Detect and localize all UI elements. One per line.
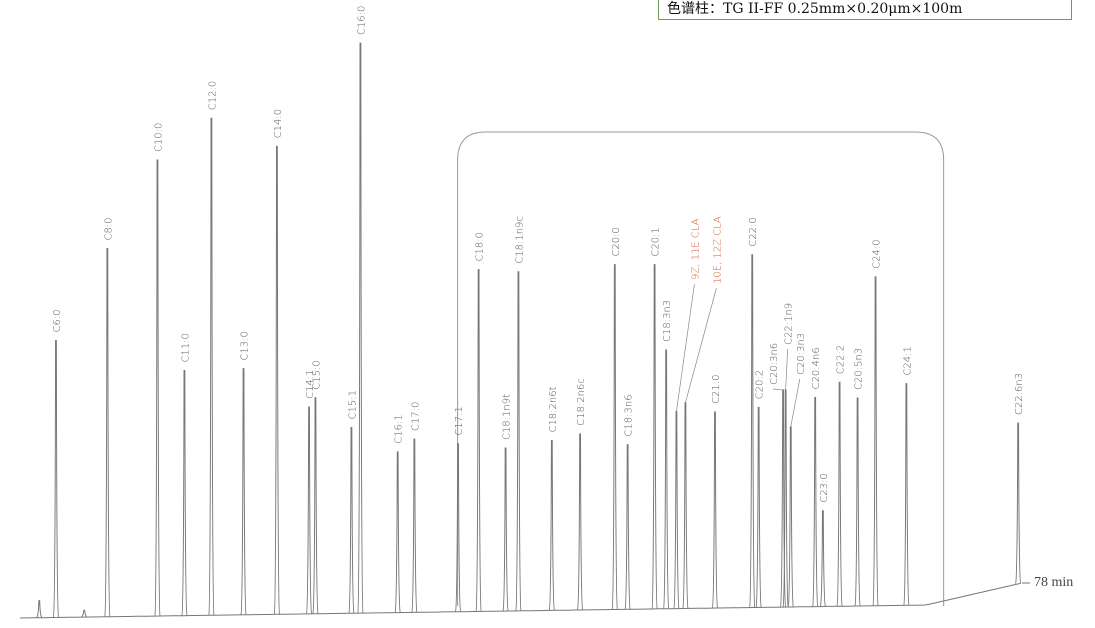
peak-label: C24:0 [872, 239, 883, 268]
leader-line [773, 388, 784, 391]
peak-label: C18:2n6c [576, 378, 587, 426]
peak [502, 447, 509, 612]
peak-label: 9Z, 11E CLA [690, 218, 701, 280]
peak [36, 600, 43, 619]
peak [577, 433, 584, 611]
peak [854, 397, 861, 607]
peak-label: C20:4n6 [811, 347, 822, 389]
peak [872, 276, 879, 607]
peak-label: C17:1 [454, 406, 465, 435]
peak-label: C18:1n9c [514, 216, 525, 264]
peak-label: C22:1n9 [784, 303, 795, 345]
peak-label: C18:1n9t [502, 394, 513, 440]
peak-label: C18:3n3 [662, 300, 673, 342]
peak [357, 42, 364, 614]
end-time-label: 78 min [1034, 575, 1074, 590]
peak-label: 10E, 12Z CLA [712, 216, 723, 284]
peak-label: C20:2 [755, 370, 766, 399]
peak-label: C8:0 [103, 217, 114, 240]
peak-label: C20:3n3 [796, 333, 807, 375]
peak-label: C18:2n6t [548, 386, 559, 432]
peak [779, 389, 787, 608]
peak-label: C13:0 [240, 331, 251, 360]
peak-label: C20:1 [651, 227, 662, 256]
peak [273, 145, 281, 615]
peak-label: C15:0 [311, 360, 322, 389]
peak [394, 451, 401, 613]
peak [475, 268, 482, 612]
peak [52, 339, 60, 618]
peak [812, 396, 819, 607]
peak [208, 117, 215, 616]
peak-label: C21:0 [711, 375, 722, 404]
peak [903, 383, 910, 606]
peak [104, 248, 111, 618]
peak [348, 426, 355, 614]
peak-label: C22:6n3 [1014, 373, 1025, 415]
peak [312, 397, 319, 615]
peak-label: C16:1 [394, 414, 405, 443]
peak-label: C15:1 [347, 390, 358, 419]
peak-label: C14:0 [273, 109, 284, 138]
column-info-box: 色谱柱：TG II-FF 0.25mm×0.20μm×100m [658, 0, 1072, 20]
peak [624, 444, 631, 610]
peak-label: C20:5n3 [854, 348, 865, 390]
leader-line [676, 283, 695, 412]
peak [81, 609, 88, 618]
peak [611, 264, 618, 610]
peak-label: C22:0 [748, 217, 759, 246]
peak [673, 410, 680, 609]
peak-label: C22:2 [836, 345, 847, 374]
peak [181, 370, 188, 616]
peak [411, 438, 418, 613]
peak [548, 440, 555, 611]
peak [787, 426, 794, 608]
peak [836, 381, 843, 607]
peak [454, 443, 462, 613]
peak-label: C11:0 [180, 333, 191, 362]
peak-label: C18:0 [475, 232, 486, 261]
peak-label: C6:0 [52, 309, 63, 332]
peak [663, 349, 670, 610]
leader-line [685, 287, 717, 403]
peak-label: C24:1 [902, 346, 913, 375]
peak-label: C12:0 [207, 81, 218, 110]
peak [682, 402, 689, 609]
leader-line [790, 378, 801, 427]
column-info-text: 色谱柱：TG II-FF 0.25mm×0.20μm×100m [667, 1, 963, 17]
peak-label: C20:3n6 [769, 343, 780, 385]
peak [711, 411, 719, 609]
peak [1015, 422, 1022, 585]
peak-label: C20:0 [611, 227, 622, 256]
peak [651, 264, 658, 610]
peak-label: C17:0 [410, 402, 421, 431]
peak [755, 406, 762, 608]
peak [154, 159, 161, 617]
peak [819, 510, 826, 607]
peak-label: C14:1 [305, 370, 316, 399]
peak [515, 271, 522, 612]
peak-label: C23:0 [819, 473, 830, 502]
peak-label: C18:3n6 [624, 394, 635, 436]
peak [305, 406, 313, 615]
peak-label: C16:0 [356, 6, 367, 35]
highlight-bracket [457, 131, 945, 606]
peak-label: C10:0 [153, 123, 164, 152]
peak [240, 368, 247, 616]
leader-line [785, 348, 788, 390]
peak [749, 254, 756, 608]
